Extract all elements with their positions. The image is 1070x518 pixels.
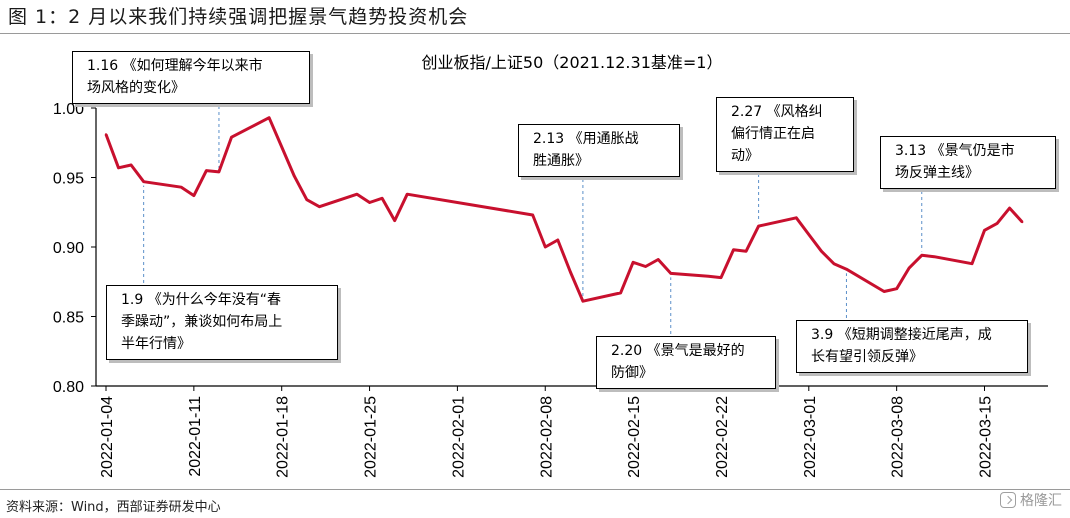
watermark-logo-icon <box>1000 492 1016 508</box>
y-tick-label: 0.85 <box>53 310 84 327</box>
y-ticks: 0.80 0.85 0.90 0.95 1.00 <box>53 101 96 396</box>
watermark: 格隆汇 <box>1000 490 1062 510</box>
data-points <box>104 116 1024 303</box>
annotation-box: 1.9 《为什么今年没有“春 季躁动”，兼谈如何布局上 半年行情》 <box>106 285 338 360</box>
y-tick-label: 0.95 <box>53 171 84 188</box>
data-point <box>368 201 371 204</box>
annotation-leaders <box>143 106 923 334</box>
data-point <box>217 170 221 174</box>
data-point <box>581 300 585 303</box>
data-point <box>293 174 296 178</box>
data-point <box>719 276 723 279</box>
x-tick-label: 2022-02-08 <box>538 396 555 478</box>
x-tick-label: 2022-02-15 <box>626 396 643 478</box>
data-point <box>920 254 923 257</box>
data-point <box>305 198 308 201</box>
data-point <box>644 265 647 268</box>
data-point <box>267 116 271 119</box>
data-point <box>631 261 635 264</box>
x-tick-label: 2022-01-25 <box>363 396 380 478</box>
data-point <box>933 255 936 258</box>
data-point <box>757 224 760 228</box>
data-point <box>556 238 559 242</box>
annotation-box: 2.13 《用通胀战 胜通胀》 <box>518 124 680 177</box>
x-tick-label: 2022-03-15 <box>978 396 995 478</box>
data-point <box>205 169 208 172</box>
x-tick-label: 2022-02-22 <box>714 396 731 478</box>
source-note: 资料来源：Wind，西部证券研发中心 <box>6 500 221 515</box>
data-point <box>380 197 384 200</box>
data-point <box>544 245 547 249</box>
data-point <box>192 194 196 197</box>
x-tick-label: 2022-02-01 <box>450 396 467 478</box>
y-tick-label: 0.90 <box>53 240 84 257</box>
data-point <box>129 163 133 167</box>
data-point <box>318 205 321 208</box>
annotation-box: 2.20 《景气是最好的 防御》 <box>596 336 776 389</box>
data-point <box>355 193 359 196</box>
data-point <box>908 266 911 270</box>
data-point <box>180 186 183 189</box>
data-point <box>406 193 409 196</box>
data-point <box>117 166 120 169</box>
x-tick-label: 2022-01-18 <box>275 396 292 478</box>
data-point <box>230 136 233 139</box>
annotation-box: 3.13 《景气仍是市 场反弹主线》 <box>880 136 1056 189</box>
chart-title: 创业板指/上证50（2021.12.31基准=1） <box>422 53 723 72</box>
x-tick-label: 2022-03-08 <box>890 396 907 478</box>
annotation-box: 1.16 《如何理解今年以来市 场风格的变化》 <box>72 51 310 104</box>
watermark-text: 格隆汇 <box>1020 493 1062 509</box>
data-point <box>531 213 534 217</box>
data-point <box>882 290 886 293</box>
data-point <box>669 272 672 275</box>
data-point <box>970 262 974 265</box>
top-rule <box>0 33 1070 34</box>
data-point <box>995 222 999 225</box>
data-point <box>657 258 660 261</box>
x-tick-label: 2022-01-11 <box>187 396 204 477</box>
data-point <box>983 229 986 232</box>
data-point <box>732 248 735 251</box>
annotation-box: 2.27 《风格纠 偏行情正在启 动》 <box>716 97 854 172</box>
data-point <box>707 275 710 278</box>
data-point <box>393 219 396 222</box>
data-point <box>280 145 283 149</box>
data-point <box>832 262 836 265</box>
line-chart: 创业板指/上证50（2021.12.31基准=1） 0.800.850.900.… <box>53 53 1048 478</box>
data-point <box>1021 220 1024 224</box>
data-point <box>895 287 898 290</box>
annotation-box: 3.9 《短期调整接近尾声，成 长有望引领反弹》 <box>796 320 1028 373</box>
data-point <box>820 250 823 253</box>
data-point <box>807 233 810 236</box>
y-tick-label: 1.00 <box>53 101 84 118</box>
data-point <box>104 133 108 136</box>
x-tick-label: 2022-01-04 <box>99 396 116 478</box>
x-ticks: 2022-01-04 2022-01-11 2022-01-18 2022-01-25… <box>99 386 995 478</box>
data-point <box>795 216 798 219</box>
data-point <box>569 270 572 274</box>
data-point <box>744 250 748 253</box>
x-tick-label: 2022-03-01 <box>802 396 819 478</box>
data-point <box>619 291 622 295</box>
data-point <box>142 180 145 183</box>
y-tick-label: 0.80 <box>53 379 84 396</box>
figure-title: 图 1：2 月以来我们持续强调把握景气趋势投资机会 <box>8 6 469 28</box>
data-point <box>1008 206 1011 210</box>
bottom-rule <box>0 489 1070 490</box>
data-point <box>845 268 848 271</box>
